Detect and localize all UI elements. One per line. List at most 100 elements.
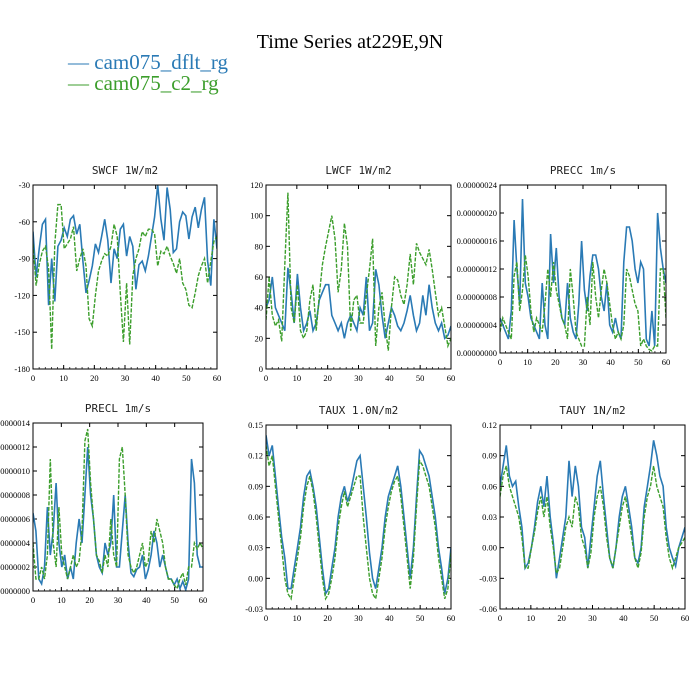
series-line-dflt <box>33 446 203 591</box>
x-tick-label: 40 <box>385 613 394 623</box>
y-tick-label: -0.06 <box>479 604 497 614</box>
x-tick-label: 0 <box>264 373 268 383</box>
x-tick-label: 50 <box>416 613 425 623</box>
x-tick-label: 20 <box>90 373 99 383</box>
y-tick-label: 0.00000008 <box>0 490 30 500</box>
x-tick-label: 60 <box>199 595 208 605</box>
x-tick-label: 40 <box>385 373 394 383</box>
y-tick-label: 20 <box>255 333 264 343</box>
y-tick-label: -90 <box>19 254 30 264</box>
x-tick-label: 0 <box>498 357 502 367</box>
x-tick-label: 20 <box>551 357 560 367</box>
x-tick-label: 0 <box>31 595 35 605</box>
panel-6: TAUY 1N/m2 0 10 20 30 40 50 60 -0.06 -0.03 0.00 0.0… <box>479 404 689 623</box>
y-tick-label: 0.00000008 <box>457 292 497 302</box>
y-tick-label: 0.00000016 <box>457 236 497 246</box>
plot-frame <box>32 422 204 592</box>
y-tick-label: 0.03 <box>482 512 497 522</box>
legend-entry-c2: — cam075_c2_rg <box>67 71 219 95</box>
x-tick-label: 0 <box>264 613 268 623</box>
panel-5: TAUX 1.0N/m2 0 10 20 30 40 50 60 -0.03 0.00 0.03 0.… <box>245 404 455 623</box>
x-tick-label: 10 <box>293 613 302 623</box>
y-tick-label: 120 <box>250 180 263 190</box>
x-tick-label: 10 <box>523 357 532 367</box>
x-tick-label: 50 <box>182 373 191 383</box>
x-tick-label: 20 <box>323 613 332 623</box>
y-tick-label: 0.09 <box>482 451 497 461</box>
panel-title: TAUY 1N/m2 <box>559 404 625 417</box>
x-tick-label: 50 <box>634 357 643 367</box>
x-tick-label: 50 <box>170 595 179 605</box>
y-tick-label: -0.03 <box>245 604 263 614</box>
y-tick-label: 0.00 <box>482 543 497 553</box>
x-tick-label: 30 <box>579 357 588 367</box>
x-tick-label: 30 <box>354 373 363 383</box>
series-line-c2 <box>33 428 203 591</box>
x-tick-label: 50 <box>416 373 425 383</box>
x-tick-label: 0 <box>31 373 35 383</box>
panel-title: LWCF 1W/m2 <box>325 164 391 177</box>
x-tick-label: 60 <box>447 373 456 383</box>
x-tick-label: 10 <box>57 595 66 605</box>
y-tick-label: 0.00000012 <box>0 442 30 452</box>
y-tick-label: -60 <box>19 217 30 227</box>
panel-2: LWCF 1W/m2 0 10 20 30 40 50 60 0 20 40 60 80 100 120 <box>250 164 455 383</box>
legend-label-c2: cam075_c2_rg <box>94 71 219 95</box>
panel-3: PRECC 1m/s 0 10 20 30 40 50 60 0.00000000 0.00000… <box>457 164 671 367</box>
y-tick-label: 80 <box>255 241 264 251</box>
y-tick-label: 0.00000000 <box>457 348 497 358</box>
y-tick-label: -30 <box>19 180 30 190</box>
series-line-c2 <box>500 254 666 352</box>
legend: — cam075_dflt_rg — cam075_c2_rg <box>67 50 229 95</box>
panel-title: PRECC 1m/s <box>550 164 616 177</box>
y-tick-label: 0.06 <box>248 512 263 522</box>
y-tick-label: -150 <box>14 327 30 337</box>
y-tick-label: 0.03 <box>248 543 263 553</box>
y-tick-label: 0.12 <box>248 451 263 461</box>
y-tick-label: 0.00000010 <box>0 466 30 476</box>
y-tick-label: 0.09 <box>248 481 263 491</box>
panel-title: TAUX 1.0N/m2 <box>319 404 398 417</box>
series-line-dflt <box>33 185 217 306</box>
y-tick-label: 0.00000000 <box>0 586 30 596</box>
x-tick-label: 60 <box>662 357 671 367</box>
x-tick-label: 30 <box>588 613 597 623</box>
x-tick-label: 40 <box>151 373 160 383</box>
y-tick-label: 0.00000024 <box>457 180 498 190</box>
series-line-c2 <box>266 192 451 351</box>
panels: SWCF 1W/m2 0 10 20 30 40 50 60 -180 -150 -120 -90 -6… <box>0 164 689 623</box>
y-tick-label: 0.00000006 <box>0 514 30 524</box>
y-tick-label: 0.15 <box>248 420 263 430</box>
y-tick-label: 100 <box>250 211 263 221</box>
y-tick-label: -0.03 <box>479 573 497 583</box>
x-tick-label: 20 <box>323 373 332 383</box>
y-tick-label: 0 <box>259 364 263 374</box>
panel-title: PRECL 1m/s <box>85 402 151 415</box>
x-tick-label: 30 <box>121 373 130 383</box>
series-line-c2 <box>266 445 451 601</box>
plot-frame <box>32 184 218 370</box>
series-line-c2 <box>33 203 217 350</box>
legend-entry-dflt: — cam075_dflt_rg <box>67 50 229 74</box>
series-line-c2 <box>500 465 685 576</box>
x-tick-label: 30 <box>114 595 123 605</box>
x-tick-label: 30 <box>354 613 363 623</box>
y-tick-label: 0.00000012 <box>457 264 497 274</box>
series-line-dflt <box>500 440 685 579</box>
plot-frame <box>265 184 452 370</box>
series-line-dflt <box>500 198 666 347</box>
x-tick-label: 60 <box>447 613 456 623</box>
x-tick-label: 20 <box>557 613 566 623</box>
y-tick-label: 0.00000020 <box>457 208 497 218</box>
x-tick-label: 40 <box>142 595 151 605</box>
y-tick-label: 0.00 <box>248 573 263 583</box>
x-tick-label: 60 <box>213 373 222 383</box>
plot-frame <box>499 184 667 354</box>
x-tick-label: 10 <box>59 373 68 383</box>
x-tick-label: 10 <box>527 613 536 623</box>
legend-label-dflt: cam075_dflt_rg <box>94 50 228 74</box>
plot-frame <box>499 424 686 610</box>
x-tick-label: 10 <box>293 373 302 383</box>
y-tick-label: 60 <box>255 272 264 282</box>
